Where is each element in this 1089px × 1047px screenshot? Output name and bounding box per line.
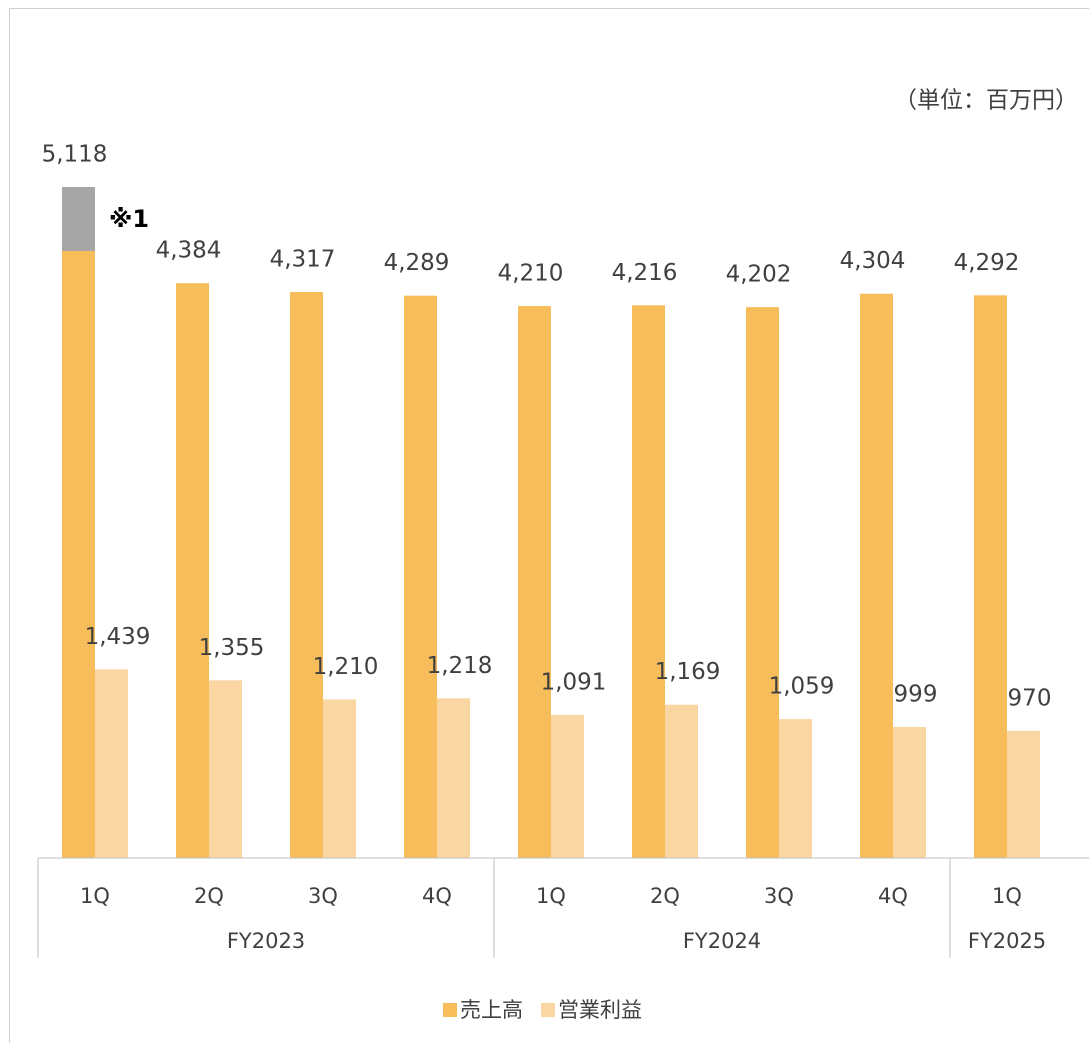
data-label: 1,210 [313, 654, 379, 680]
x-tick-label: 1Q [992, 884, 1022, 908]
x-tick-label: 1Q [536, 884, 566, 908]
x-tick-label: 2Q [194, 884, 224, 908]
unit-note: （単位：百万円） [894, 88, 1078, 114]
bar [176, 283, 209, 858]
bar [518, 306, 551, 858]
group-label: FY2023 [227, 929, 305, 953]
bar [404, 296, 437, 858]
legend-swatch [443, 1003, 457, 1017]
data-label: 4,292 [954, 250, 1020, 276]
bar [62, 187, 95, 858]
group-label: FY2024 [683, 929, 761, 953]
data-label: 1,218 [427, 653, 493, 679]
bar [974, 295, 1007, 858]
data-label: 1,355 [199, 635, 265, 661]
annotation: ※1 [109, 205, 149, 233]
x-tick-label: 1Q [80, 884, 110, 908]
data-label: 4,202 [726, 262, 792, 288]
bar [632, 305, 665, 858]
bar [95, 669, 128, 858]
bar [860, 294, 893, 858]
bar [290, 292, 323, 858]
group-label: FY2025 [968, 929, 1046, 953]
bar [746, 307, 779, 858]
bar [437, 698, 470, 858]
bar [779, 719, 812, 858]
data-label: 4,304 [840, 248, 906, 274]
legend-label: 営業利益 [558, 998, 642, 1022]
bar [323, 699, 356, 858]
x-tick-label: 4Q [422, 884, 452, 908]
bar [1007, 731, 1040, 858]
bar [893, 727, 926, 858]
highlight-segment [62, 187, 95, 251]
data-label: 970 [1008, 685, 1052, 711]
x-tick-label: 3Q [308, 884, 338, 908]
data-label: 1,091 [541, 669, 607, 695]
data-label: 1,169 [655, 659, 721, 685]
x-tick-label: 3Q [764, 884, 794, 908]
legend-label: 売上高 [460, 998, 523, 1022]
x-tick-label: 4Q [878, 884, 908, 908]
data-label: 4,216 [612, 260, 678, 286]
data-label: 1,059 [769, 674, 835, 700]
data-label: 1,439 [85, 624, 151, 650]
data-label: 999 [894, 682, 938, 708]
bar [551, 715, 584, 858]
legend-swatch [541, 1003, 555, 1017]
bar [209, 680, 242, 858]
bar [665, 705, 698, 858]
data-label: 5,118 [42, 142, 108, 168]
data-label: 4,289 [384, 250, 450, 276]
data-label: 4,384 [156, 238, 222, 264]
x-tick-label: 2Q [650, 884, 680, 908]
data-label: 4,317 [270, 247, 336, 273]
data-label: 4,210 [498, 261, 564, 287]
